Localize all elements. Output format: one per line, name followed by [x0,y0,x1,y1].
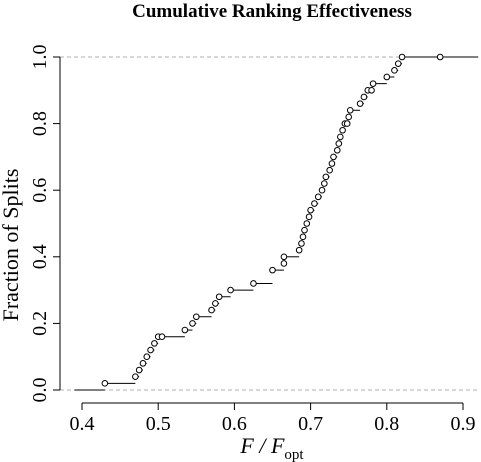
data-point [314,193,322,201]
data-point [227,286,234,294]
x-tick-label: 0.8 [374,413,399,435]
data-point [189,320,196,327]
data-point [328,160,336,167]
data-point [343,120,351,127]
data-point [436,53,444,61]
data-point [318,186,326,194]
y-axis-label: Fraction of Splits [0,169,23,322]
data-point [208,306,215,314]
data-point [215,293,223,301]
x-tick-label: 0.6 [222,413,247,435]
data-point [269,266,276,274]
y-tick-label: 0.2 [29,311,51,336]
data-point [383,73,391,81]
data-point [322,173,330,181]
series-layer [74,53,479,391]
data-point [369,80,377,87]
data-point [346,106,354,114]
data-point [335,140,343,147]
data-point [280,260,288,267]
data-point [330,153,337,161]
y-tick-label: 0.8 [29,111,51,136]
data-point [303,220,311,227]
data-point [307,206,314,214]
data-point [212,300,219,307]
x-tick-label: 0.5 [146,413,171,435]
data-point [193,313,200,321]
data-point [311,200,318,207]
reference-lines [60,56,480,391]
data-point [147,346,154,354]
chart-title: Cumulative Ranking Effectiveness [132,1,412,22]
data-point [356,100,364,107]
y-tick-label: 1.0 [29,45,51,70]
data-point [299,233,307,241]
data-point [368,87,375,94]
data-point [135,366,143,374]
data-point [143,353,151,361]
data-point [139,360,147,367]
data-point [333,146,341,154]
axes-layer: 0.0 0.2 0.4 0.6 0.8 1.0 0.4 0.5 0.6 0.7 0.8 0.9 [29,45,476,436]
x-tick-label: 0.9 [451,413,476,435]
data-point [394,60,402,67]
data-point [250,280,257,287]
data-point [132,373,139,380]
data-point [298,240,305,247]
data-point [151,340,158,347]
data-point [345,113,353,121]
data-point [337,133,344,141]
data-point [158,333,166,341]
data-point [301,226,308,234]
data-point [305,213,313,221]
y-tick-label: 0.0 [29,378,51,403]
data-point [326,166,333,174]
x-tick-label: 0.7 [298,413,323,435]
x-tick-label: 0.4 [70,413,95,435]
x-axis-label: F / Fopt [239,433,304,462]
y-tick-label: 0.4 [29,244,51,269]
data-point [280,253,288,261]
data-point [321,180,328,187]
data-point [391,67,398,74]
data-point [339,126,346,134]
data-point [101,380,109,387]
data-point [295,246,303,254]
data-point [360,93,368,101]
data-point [181,326,189,334]
data-point [398,53,406,61]
x-axis-label-subscript: opt [284,447,304,462]
y-tick-label: 0.6 [29,178,51,203]
x-axis-label-main: F / F [239,433,285,458]
